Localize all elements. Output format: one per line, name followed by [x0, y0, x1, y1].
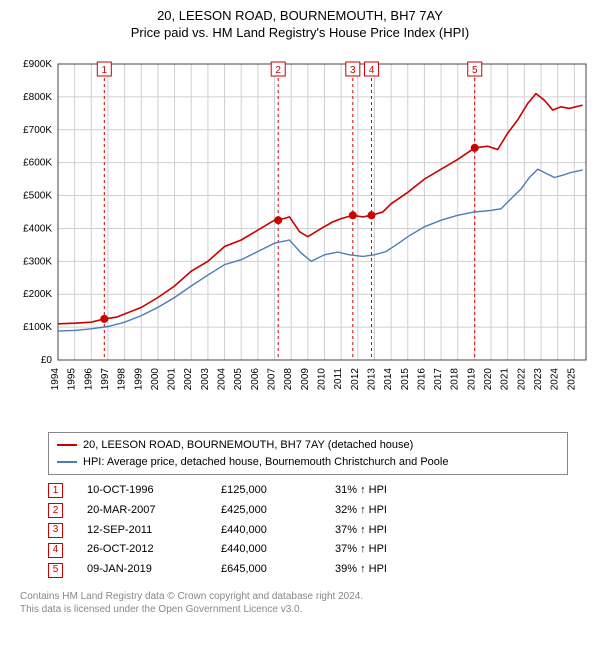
svg-text:2013: 2013 — [366, 368, 377, 391]
chart-svg: £0 £100K £200K £300K £400K £500K £600K £700K £80… — [10, 46, 590, 426]
svg-text:2003: 2003 — [200, 368, 211, 391]
svg-text:£100K: £100K — [23, 322, 52, 333]
chart-container: 20, LEESON ROAD, BOURNEMOUTH, BH7 7AY Pr… — [0, 0, 600, 650]
transaction-price: £425,000 — [221, 501, 311, 521]
transaction-date: 12-SEP-2011 — [87, 521, 197, 541]
transaction-price: £645,000 — [221, 560, 311, 580]
svg-text:2020: 2020 — [483, 368, 494, 391]
svg-text:2004: 2004 — [217, 368, 228, 391]
attribution-line1: Contains HM Land Registry data © Crown c… — [20, 590, 590, 603]
svg-text:1997: 1997 — [100, 368, 111, 391]
svg-text:1999: 1999 — [133, 368, 144, 391]
transaction-pct: 39% ↑ HPI — [335, 560, 445, 580]
legend-swatch-2 — [57, 461, 77, 463]
title-block: 20, LEESON ROAD, BOURNEMOUTH, BH7 7AY Pr… — [10, 8, 590, 40]
legend-box: 20, LEESON ROAD, BOURNEMOUTH, BH7 7AY (d… — [48, 432, 568, 475]
svg-text:2009: 2009 — [300, 368, 311, 391]
svg-text:£600K: £600K — [23, 158, 52, 169]
svg-text:3: 3 — [350, 65, 356, 76]
svg-text:£0: £0 — [41, 355, 53, 366]
svg-text:£200K: £200K — [23, 289, 52, 300]
svg-text:£400K: £400K — [23, 223, 52, 234]
table-row: 4 26-OCT-2012 £440,000 37% ↑ HPI — [48, 540, 590, 560]
transaction-pct: 37% ↑ HPI — [335, 521, 445, 541]
svg-text:£500K: £500K — [23, 191, 52, 202]
attribution-line2: This data is licensed under the Open Gov… — [20, 603, 590, 616]
transaction-number-box: 2 — [48, 503, 63, 518]
svg-text:2014: 2014 — [383, 368, 394, 391]
svg-text:2011: 2011 — [333, 368, 344, 390]
svg-text:2021: 2021 — [500, 368, 511, 391]
transaction-pct: 32% ↑ HPI — [335, 501, 445, 521]
svg-text:1: 1 — [102, 65, 108, 76]
svg-text:2: 2 — [275, 65, 281, 76]
svg-text:4: 4 — [369, 65, 375, 76]
svg-text:£700K: £700K — [23, 125, 52, 136]
svg-text:£800K: £800K — [23, 92, 52, 103]
svg-text:1996: 1996 — [83, 368, 94, 391]
svg-text:2007: 2007 — [267, 368, 278, 391]
svg-text:2017: 2017 — [433, 368, 444, 391]
table-row: 2 20-MAR-2007 £425,000 32% ↑ HPI — [48, 501, 590, 521]
svg-text:5: 5 — [472, 65, 478, 76]
svg-text:1994: 1994 — [50, 368, 61, 391]
chart-area: £0 £100K £200K £300K £400K £500K £600K £700K £80… — [10, 46, 590, 426]
transaction-date: 09-JAN-2019 — [87, 560, 197, 580]
svg-text:2000: 2000 — [150, 368, 161, 391]
legend-series-1: 20, LEESON ROAD, BOURNEMOUTH, BH7 7AY (d… — [57, 437, 559, 454]
transaction-price: £440,000 — [221, 540, 311, 560]
transaction-number-box: 5 — [48, 563, 63, 578]
transaction-date: 10-OCT-1996 — [87, 481, 197, 501]
transaction-pct: 31% ↑ HPI — [335, 481, 445, 501]
svg-text:2018: 2018 — [450, 368, 461, 391]
svg-text:2005: 2005 — [233, 368, 244, 391]
svg-text:2002: 2002 — [183, 368, 194, 391]
transaction-price: £125,000 — [221, 481, 311, 501]
transaction-date: 20-MAR-2007 — [87, 501, 197, 521]
svg-text:2023: 2023 — [533, 368, 544, 391]
table-row: 5 09-JAN-2019 £645,000 39% ↑ HPI — [48, 560, 590, 580]
transactions-table: 1 10-OCT-1996 £125,000 31% ↑ HPI 2 20-MAR-200… — [48, 481, 590, 580]
svg-text:£900K: £900K — [23, 59, 52, 70]
attribution-block: Contains HM Land Registry data © Crown c… — [20, 590, 590, 616]
svg-text:2001: 2001 — [167, 368, 178, 391]
svg-text:2022: 2022 — [516, 368, 527, 391]
svg-text:2024: 2024 — [550, 368, 561, 391]
title-subtitle: Price paid vs. HM Land Registry's House … — [10, 25, 590, 40]
svg-text:2008: 2008 — [283, 368, 294, 391]
legend-swatch-1 — [57, 444, 77, 446]
svg-text:2015: 2015 — [400, 368, 411, 391]
transaction-number-box: 3 — [48, 523, 63, 538]
table-row: 3 12-SEP-2011 £440,000 37% ↑ HPI — [48, 521, 590, 541]
title-address: 20, LEESON ROAD, BOURNEMOUTH, BH7 7AY — [10, 8, 590, 23]
svg-text:£300K: £300K — [23, 256, 52, 267]
transaction-number-box: 4 — [48, 543, 63, 558]
transaction-price: £440,000 — [221, 521, 311, 541]
transaction-pct: 37% ↑ HPI — [335, 540, 445, 560]
svg-text:2006: 2006 — [250, 368, 261, 391]
svg-text:1995: 1995 — [67, 368, 78, 391]
transaction-number-box: 1 — [48, 483, 63, 498]
legend-series-2: HPI: Average price, detached house, Bour… — [57, 454, 559, 471]
svg-text:2019: 2019 — [466, 368, 477, 391]
legend-label-1: 20, LEESON ROAD, BOURNEMOUTH, BH7 7AY (d… — [83, 437, 413, 454]
transaction-date: 26-OCT-2012 — [87, 540, 197, 560]
svg-text:2025: 2025 — [566, 368, 577, 391]
legend-label-2: HPI: Average price, detached house, Bour… — [83, 454, 448, 471]
svg-text:2010: 2010 — [316, 368, 327, 391]
table-row: 1 10-OCT-1996 £125,000 31% ↑ HPI — [48, 481, 590, 501]
svg-text:1998: 1998 — [117, 368, 128, 391]
svg-text:2012: 2012 — [350, 368, 361, 391]
svg-text:2016: 2016 — [416, 368, 427, 391]
